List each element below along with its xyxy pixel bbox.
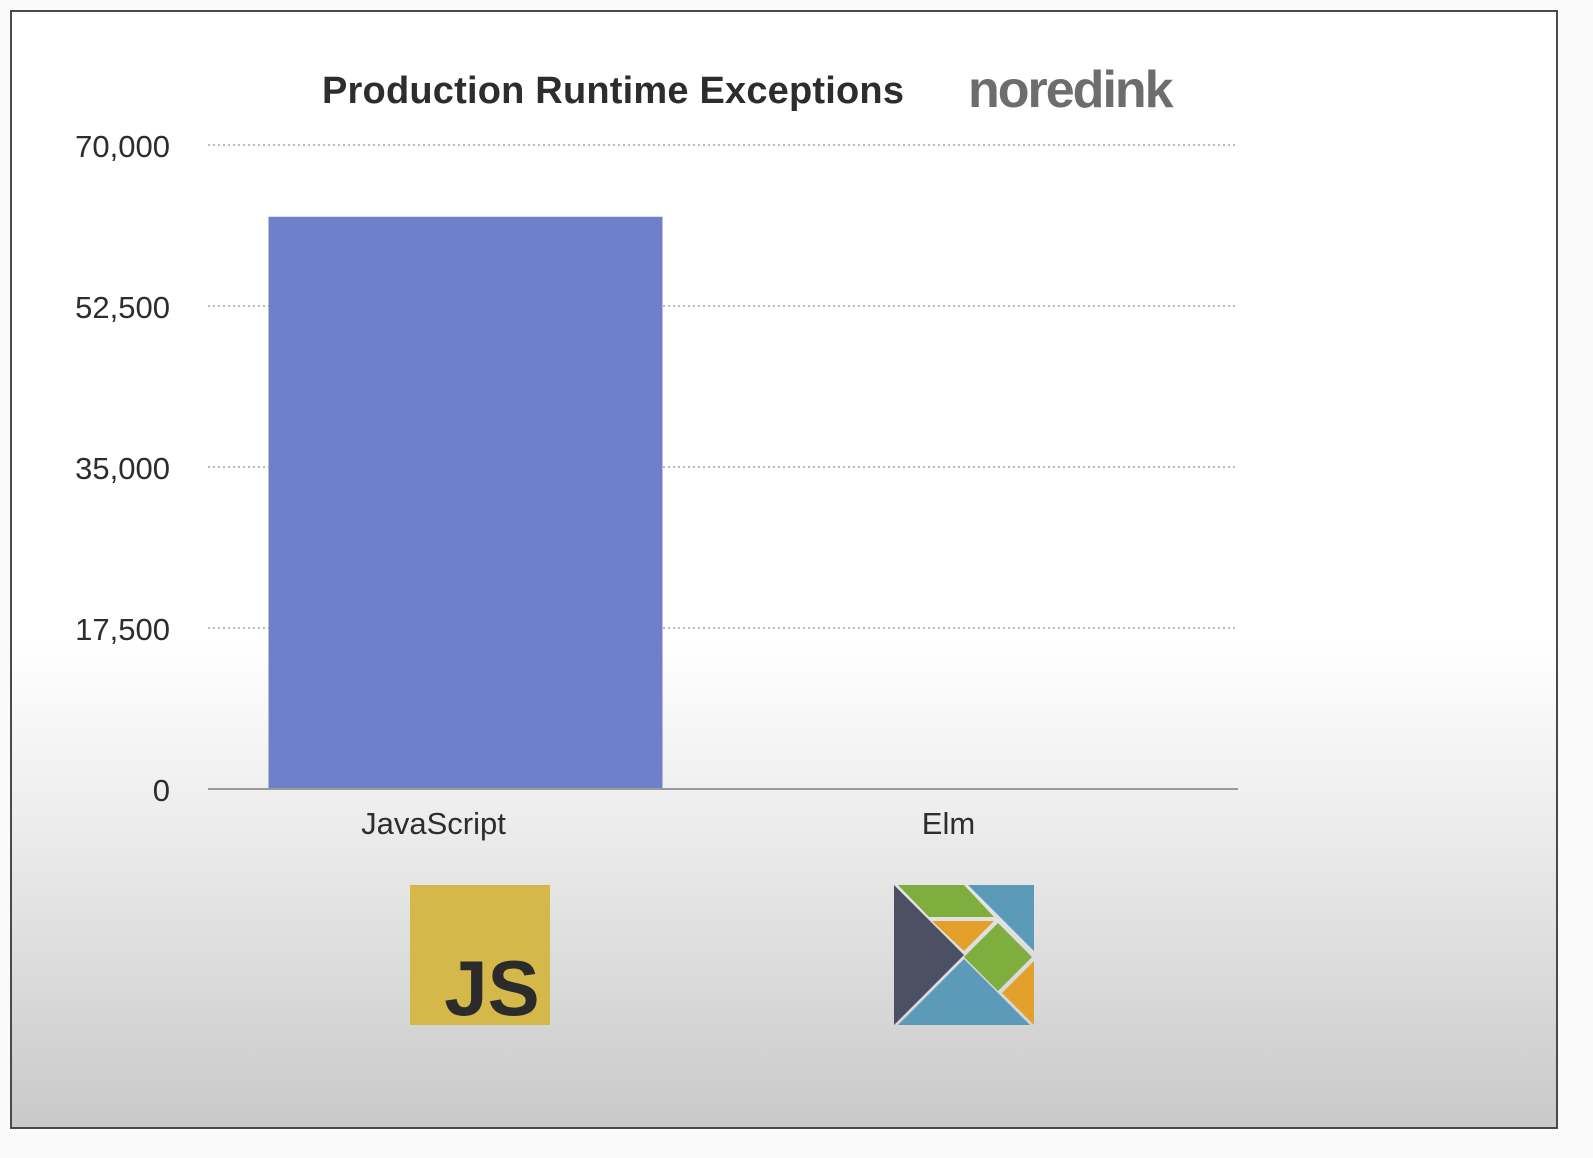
y-tick-label: 0 bbox=[153, 773, 170, 808]
y-tick-label: 70,000 bbox=[75, 129, 170, 164]
javascript-logo-text: JS bbox=[444, 944, 539, 1025]
elm-tangram-logo-icon bbox=[894, 885, 1034, 1025]
elm-logo-green-square bbox=[964, 923, 1032, 991]
y-tick-label: 52,500 bbox=[75, 290, 170, 325]
y-tick-label: 35,000 bbox=[75, 451, 170, 486]
elm-logo-top-right-triangle bbox=[968, 885, 1034, 951]
bar-chart: 0 17,500 35,000 52,500 70,000 JavaScript Elm bbox=[75, 129, 1238, 841]
elm-logo-orange-right-triangle bbox=[1002, 961, 1034, 1025]
noredink-logo: noredink bbox=[968, 61, 1174, 119]
elm-logo-bottom-triangle bbox=[898, 959, 1030, 1025]
javascript-logo-icon: JS bbox=[410, 885, 550, 1025]
bar-javascript bbox=[268, 216, 663, 789]
y-axis-tick-labels: 0 17,500 35,000 52,500 70,000 bbox=[75, 129, 170, 808]
bars bbox=[268, 216, 663, 789]
chart-title: Production Runtime Exceptions bbox=[322, 70, 905, 112]
slide-frame: Production Runtime Exceptions noredink 0… bbox=[10, 10, 1558, 1129]
x-axis-category-labels: JavaScript Elm bbox=[361, 806, 975, 841]
x-category-label: Elm bbox=[922, 806, 975, 841]
y-tick-label: 17,500 bbox=[75, 612, 170, 647]
elm-logo-top-parallelogram bbox=[898, 885, 994, 917]
javascript-logo-background bbox=[410, 885, 550, 1025]
x-category-label: JavaScript bbox=[361, 806, 506, 841]
elm-logo-orange-triangle bbox=[932, 921, 994, 951]
elm-logo-dark-triangle bbox=[894, 885, 964, 1025]
